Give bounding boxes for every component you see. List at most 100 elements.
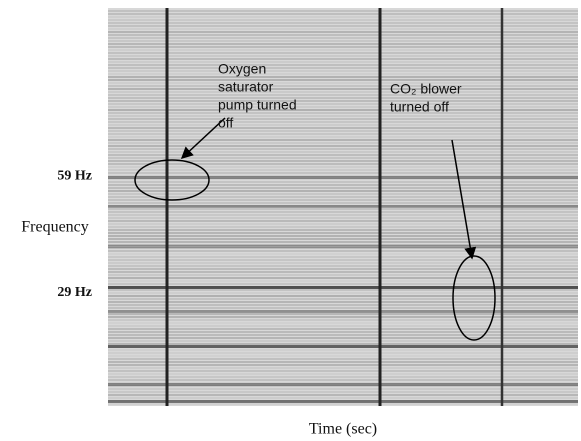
texture-band xyxy=(108,301,578,303)
texture-band xyxy=(108,223,578,225)
texture-band xyxy=(108,19,578,21)
texture-band xyxy=(108,127,578,129)
texture-band xyxy=(108,274,578,276)
texture-band xyxy=(108,94,578,96)
texture-band xyxy=(108,112,578,114)
texture-band xyxy=(108,181,578,183)
texture-band xyxy=(108,367,578,369)
texture-band xyxy=(108,151,578,153)
texture-band xyxy=(108,187,578,189)
texture-band xyxy=(108,34,578,36)
texture-band xyxy=(108,232,578,234)
texture-band xyxy=(108,25,578,27)
highlight-ellipse xyxy=(134,159,210,201)
texture-band xyxy=(108,46,578,48)
texture-band xyxy=(108,283,578,285)
x-axis-label: Time (sec) xyxy=(309,421,377,438)
texture-band xyxy=(108,16,578,18)
texture-band xyxy=(108,316,578,318)
texture-band xyxy=(108,202,578,204)
texture-band xyxy=(108,370,578,372)
texture-band xyxy=(108,226,578,228)
texture-band xyxy=(108,31,578,33)
texture-band xyxy=(108,241,578,243)
texture-band xyxy=(108,262,578,264)
annotation-text: pump turned xyxy=(218,97,297,113)
texture-band xyxy=(108,352,578,354)
texture-band xyxy=(108,358,578,360)
annotations: Oxygen saturator pump turned off CO₂ blower t… xyxy=(218,61,462,131)
texture-band xyxy=(108,307,578,309)
texture-band xyxy=(108,67,578,69)
texture-band xyxy=(108,76,578,78)
texture-band xyxy=(108,244,578,246)
texture-band xyxy=(108,259,578,261)
spectrogram-background xyxy=(108,8,578,406)
texture-band xyxy=(108,82,578,84)
texture-band xyxy=(108,349,578,351)
texture-band xyxy=(108,334,578,336)
texture-band xyxy=(108,238,578,240)
texture-band xyxy=(108,286,578,289)
annotation-text: CO₂ blower xyxy=(390,81,462,97)
texture-band xyxy=(108,133,578,135)
texture-band xyxy=(108,214,578,216)
texture-band xyxy=(108,37,578,39)
texture-band xyxy=(108,157,578,159)
texture-band xyxy=(108,331,578,333)
texture-band xyxy=(108,310,578,312)
texture-band xyxy=(108,400,578,403)
texture-band xyxy=(108,345,578,348)
texture-band xyxy=(108,139,578,141)
texture-band xyxy=(108,136,578,138)
texture-band xyxy=(108,52,578,54)
y-tick-label: 29 Hz xyxy=(57,285,92,300)
texture-band xyxy=(108,43,578,45)
texture-band xyxy=(108,40,578,42)
texture-band xyxy=(108,268,578,270)
texture-band xyxy=(108,388,578,390)
texture-band xyxy=(108,313,578,315)
texture-band xyxy=(108,253,578,255)
texture-band xyxy=(108,340,578,342)
texture-band xyxy=(108,49,578,51)
texture-band xyxy=(108,109,578,111)
texture-band xyxy=(108,145,578,147)
texture-band xyxy=(108,118,578,120)
texture-band xyxy=(108,229,578,231)
texture-band xyxy=(108,245,578,248)
texture-band xyxy=(108,361,578,363)
texture-band xyxy=(108,184,578,186)
y-axis-label: Frequency xyxy=(21,219,89,236)
texture-band xyxy=(108,211,578,213)
texture-band xyxy=(108,172,578,174)
texture-band xyxy=(108,298,578,300)
texture-band xyxy=(108,373,578,375)
texture-band xyxy=(108,304,578,306)
texture-band xyxy=(108,142,578,144)
annotation-text: off xyxy=(218,115,233,131)
texture-band xyxy=(108,115,578,117)
texture-band xyxy=(108,193,578,195)
texture-band xyxy=(108,124,578,126)
texture-band xyxy=(108,322,578,324)
texture-band xyxy=(108,176,578,179)
texture-band xyxy=(108,280,578,282)
texture-band xyxy=(108,13,578,15)
texture-band xyxy=(108,148,578,150)
texture-band xyxy=(108,292,578,294)
texture-band xyxy=(108,220,578,222)
texture-band xyxy=(108,265,578,267)
texture-band xyxy=(108,73,578,75)
texture-band xyxy=(108,205,578,208)
annotation-text: Oxygen xyxy=(218,61,266,77)
texture-band xyxy=(108,58,578,60)
texture-band xyxy=(108,391,578,393)
texture-band xyxy=(108,10,578,12)
texture-band xyxy=(108,271,578,273)
texture-band xyxy=(108,247,578,249)
texture-band xyxy=(108,289,578,291)
texture-band xyxy=(108,383,578,386)
texture-band xyxy=(108,103,578,105)
